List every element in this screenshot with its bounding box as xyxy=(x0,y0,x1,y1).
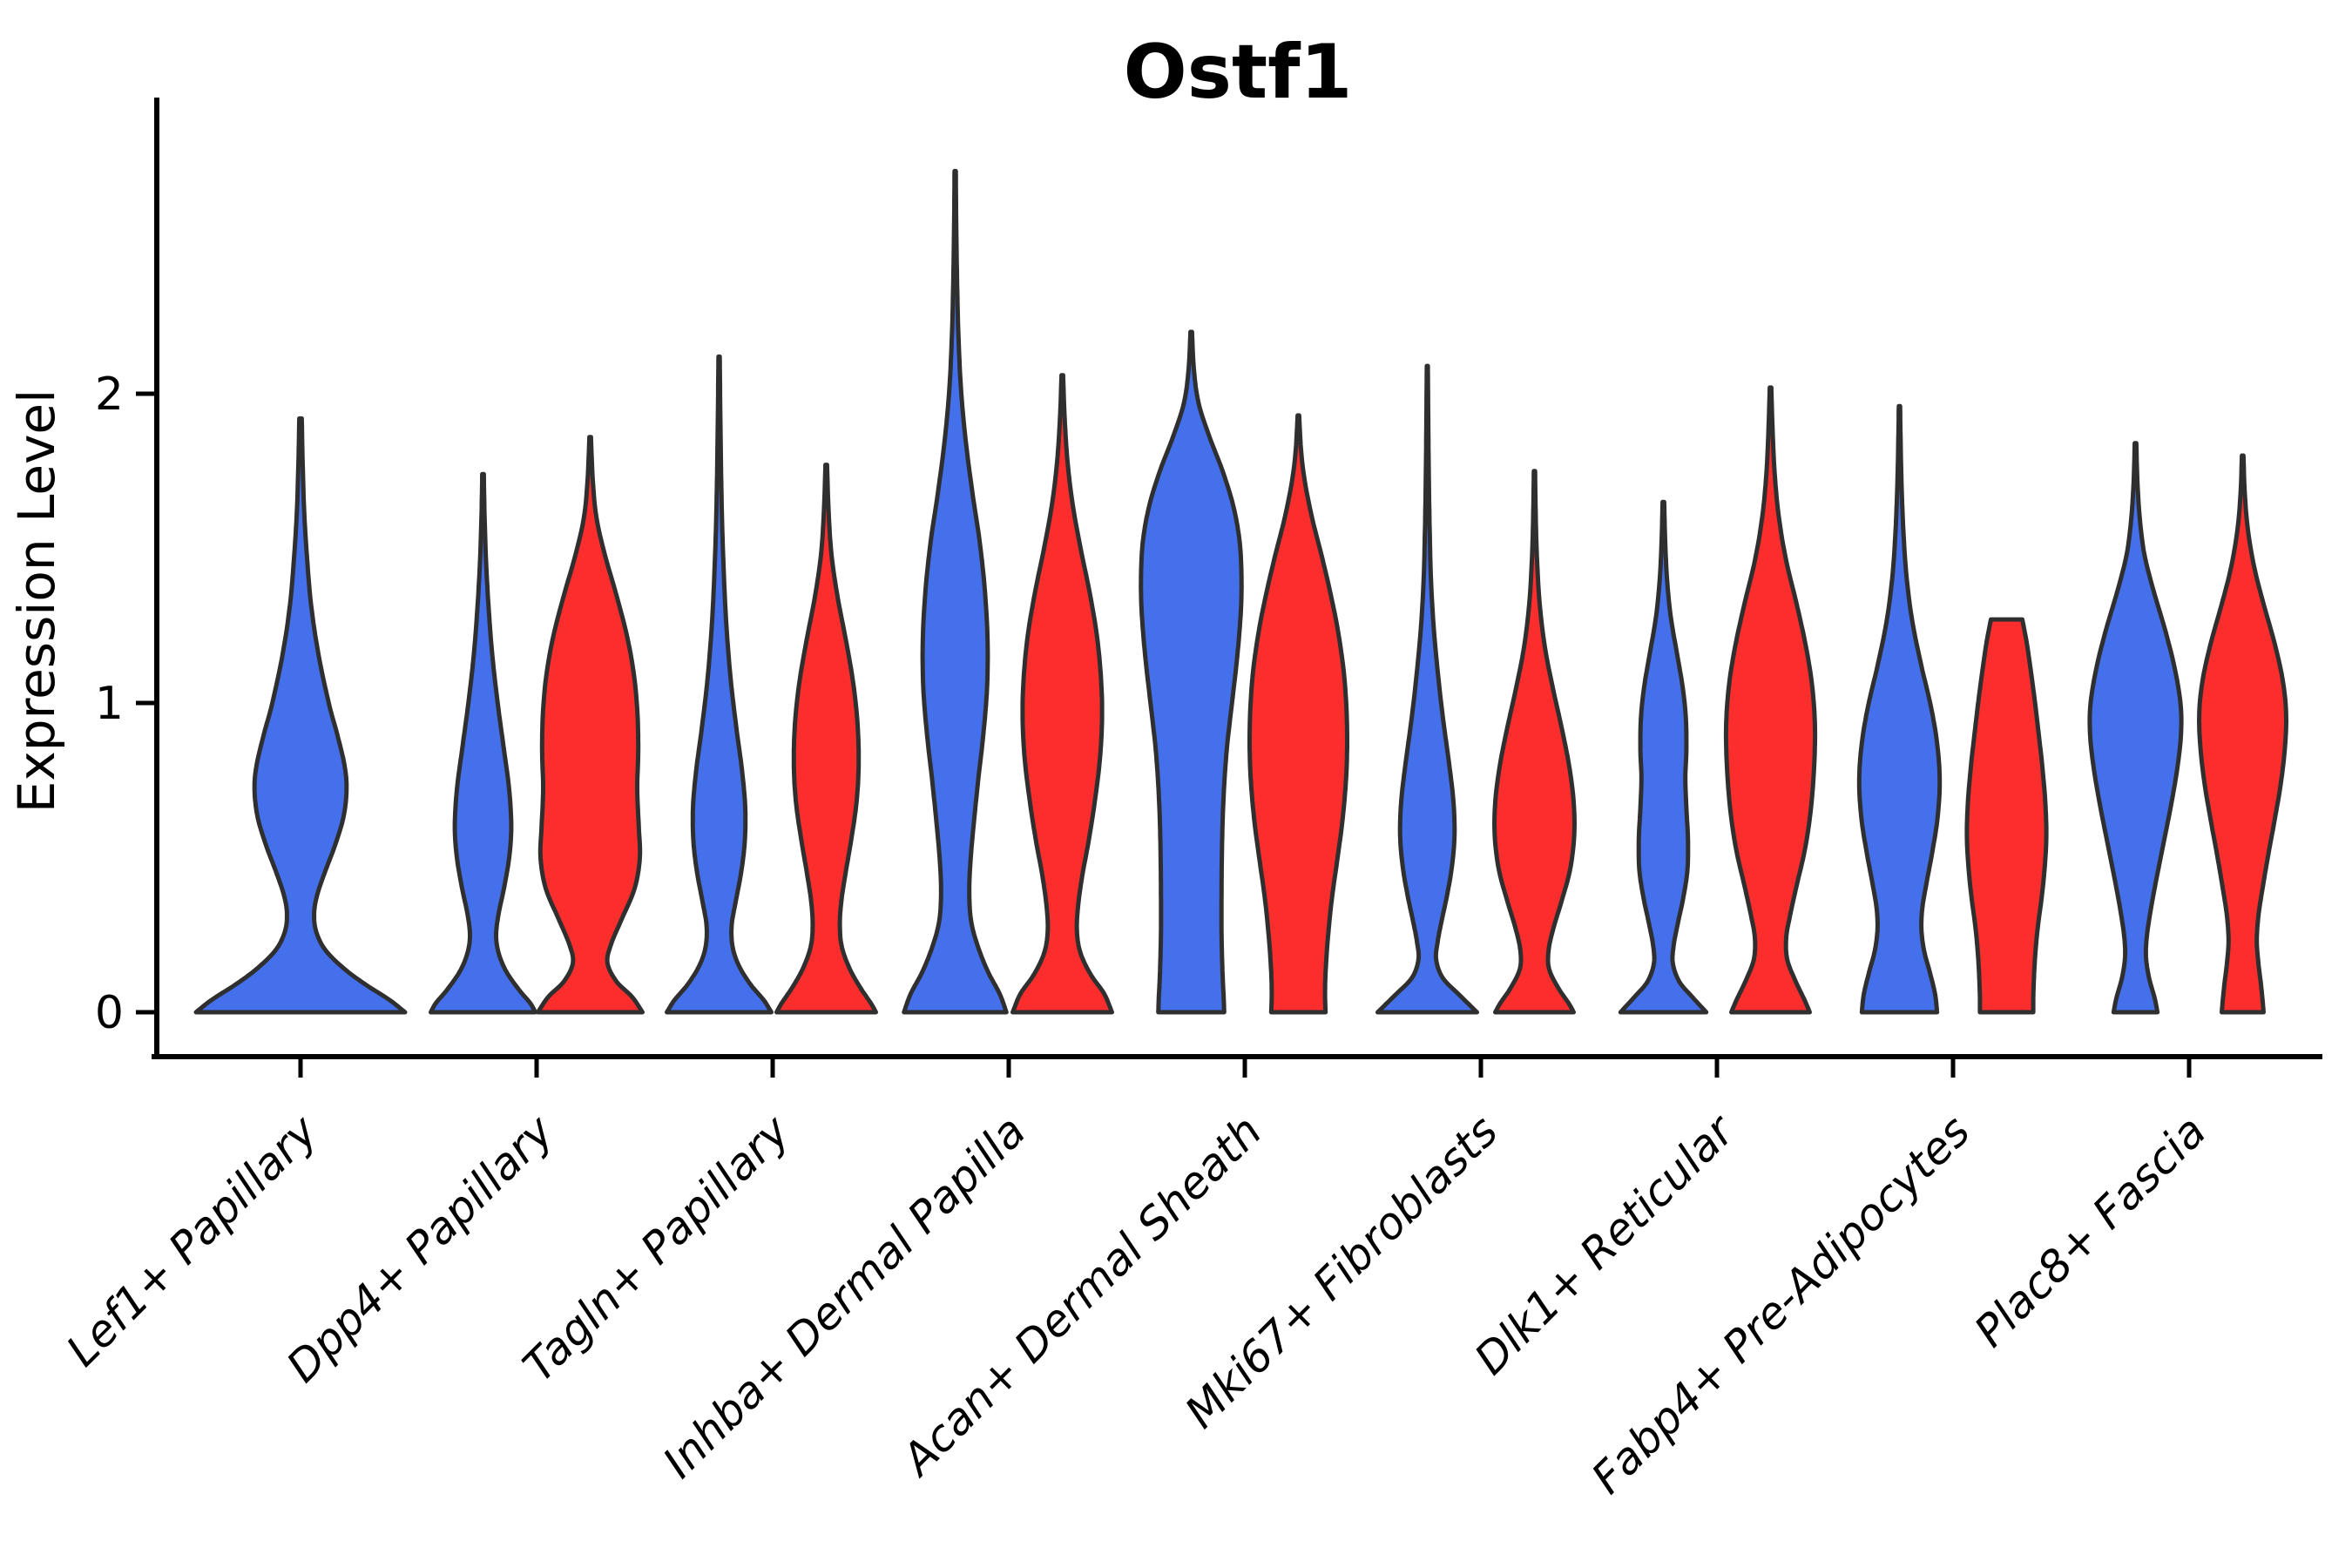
violin-blue-dpp4-papillary xyxy=(429,471,537,1015)
violin-red-plac8-fascia xyxy=(2197,453,2288,1015)
violin-red-acan-dermal-sheath xyxy=(1247,413,1349,1015)
violin-blue-acan-dermal-sheath xyxy=(1139,329,1244,1015)
x-tick-label: Fabp4+ Pre-Adipocytes xyxy=(1582,1105,1980,1504)
violin-red-mki67-fibroblasts xyxy=(1492,469,1577,1015)
violin-blue-tagln-papillary xyxy=(665,354,774,1015)
x-tick-label: Dlk1+ Reticular xyxy=(1465,1104,1746,1384)
violin-red-dpp4-papillary xyxy=(536,435,645,1015)
violin-blue-mki67-fibroblasts xyxy=(1375,363,1479,1015)
x-axis xyxy=(152,1054,2322,1078)
x-tick-label: Plac8+ Fascia xyxy=(1965,1105,2216,1356)
violin-blue-lef1-papillary xyxy=(193,416,408,1015)
violins-layer xyxy=(193,168,2288,1015)
violin-red-dlk1-reticular xyxy=(1723,385,1818,1015)
violin-blue-fabp4-pre-adipocytes xyxy=(1856,403,1943,1015)
violin-blue-plac8-fascia xyxy=(2087,441,2184,1015)
plot-title: Ostf1 xyxy=(1124,29,1353,116)
violin-red-inhba-dermal-papilla xyxy=(1010,373,1114,1015)
y-axis: 0 1 2 xyxy=(95,98,159,1059)
y-tick-label: 1 xyxy=(95,678,124,730)
x-tick-label: Lef1+ Papillary xyxy=(57,1105,328,1375)
y-axis-label: Expression Level xyxy=(7,389,66,813)
violin-blue-dlk1-reticular xyxy=(1618,499,1709,1015)
violin-blue-inhba-dermal-papilla xyxy=(902,168,1009,1015)
violin-red-fabp4-pre-adipocytes xyxy=(1964,617,2049,1015)
violin-red-tagln-papillary xyxy=(774,463,878,1015)
y-tick-label: 2 xyxy=(95,368,124,421)
y-tick-label: 0 xyxy=(95,987,124,1039)
